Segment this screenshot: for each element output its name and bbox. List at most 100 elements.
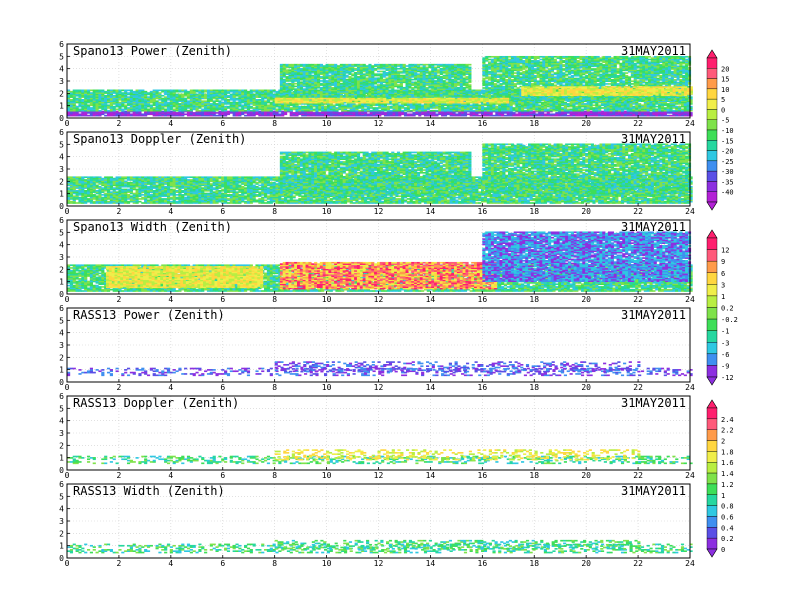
heatmap-cell xyxy=(113,90,116,92)
heatmap-cell xyxy=(127,96,130,98)
heatmap-cell xyxy=(104,95,107,97)
heatmap-cell xyxy=(170,111,173,113)
heatmap-cell xyxy=(107,104,110,106)
heatmap-cell xyxy=(107,110,110,112)
heatmap-cell xyxy=(161,111,164,113)
heatmap-cell xyxy=(96,90,99,92)
heatmap-cell xyxy=(127,107,130,109)
heatmap-cell xyxy=(73,90,76,92)
heatmap-cell xyxy=(104,91,107,93)
heatmap-cell xyxy=(478,115,481,117)
heatmap-cell xyxy=(116,109,119,111)
heatmap-cell xyxy=(98,110,101,112)
heatmap-cell xyxy=(116,111,119,113)
heatmap-cell xyxy=(318,112,321,114)
heatmap-cell xyxy=(124,104,127,106)
heatmap-cell xyxy=(338,112,341,114)
heatmap-cell xyxy=(590,111,593,113)
heatmap-cell xyxy=(273,111,276,113)
heatmap-cell xyxy=(78,109,81,111)
heatmap-cell xyxy=(535,113,538,115)
heatmap-cell xyxy=(404,112,407,114)
heatmap-cell xyxy=(512,112,515,114)
heatmap-cell xyxy=(90,90,93,92)
heatmap-cell xyxy=(384,112,387,114)
heatmap-cell xyxy=(78,90,81,92)
heatmap-cell xyxy=(584,111,587,113)
heatmap-cell xyxy=(258,111,261,113)
heatmap-cell xyxy=(121,109,124,111)
heatmap-cell xyxy=(113,95,116,97)
heatmap-cell xyxy=(121,92,124,94)
heatmap-cell xyxy=(101,111,104,113)
heatmap-cell xyxy=(110,90,113,92)
heatmap-cell xyxy=(293,112,296,114)
heatmap-cell xyxy=(76,106,79,108)
heatmap-cell xyxy=(98,90,101,92)
heatmap-cell xyxy=(121,90,124,92)
heatmap-cell xyxy=(116,90,119,92)
heatmap-cell xyxy=(70,91,73,93)
heatmap-cell xyxy=(90,107,93,109)
heatmap-cell xyxy=(455,113,458,115)
heatmap-cell xyxy=(367,113,370,115)
heatmap-cell xyxy=(176,112,179,114)
heatmap-cell xyxy=(407,113,410,115)
heatmap-cell xyxy=(104,115,107,117)
heatmap-cell xyxy=(124,90,127,92)
heatmap-cell xyxy=(227,111,230,113)
heatmap-cell xyxy=(84,90,87,92)
heatmap-cell xyxy=(87,104,90,106)
heatmap-cell xyxy=(669,115,672,117)
heatmap-cell xyxy=(281,111,284,113)
heatmap-cell xyxy=(550,113,553,115)
heatmap-cell xyxy=(218,111,221,113)
heatmap-cell xyxy=(76,90,79,92)
heatmap-cell xyxy=(184,113,187,115)
heatmap-cell xyxy=(427,111,430,113)
heatmap-cell xyxy=(492,115,495,117)
heatmap-cell xyxy=(467,113,470,115)
heatmap-cell xyxy=(667,115,670,117)
heatmap-cell xyxy=(410,113,413,115)
heatmap-cell xyxy=(127,92,130,94)
heatmap-cell xyxy=(118,112,121,114)
heatmap-cell xyxy=(601,111,604,113)
heatmap-cell xyxy=(552,113,555,115)
heatmap-cell xyxy=(87,115,90,117)
heatmap-cell xyxy=(78,113,81,115)
heatmap-cell xyxy=(130,113,133,115)
heatmap-cell xyxy=(278,113,281,115)
heatmap-cell xyxy=(81,90,84,92)
heatmap-cell xyxy=(127,90,130,92)
heatmap-cell xyxy=(193,112,196,114)
heatmap-cell xyxy=(624,111,627,113)
heatmap-cell xyxy=(567,115,570,117)
heatmap-cell xyxy=(555,112,558,114)
heatmap-cell xyxy=(70,99,73,101)
heatmap-cell xyxy=(215,115,218,117)
heatmap-cell xyxy=(76,98,79,100)
heatmap-cell xyxy=(544,113,547,115)
heatmap-cell xyxy=(118,102,121,104)
heatmap-cell xyxy=(93,90,96,92)
heatmap-cell xyxy=(90,92,93,94)
heatmap-cell xyxy=(650,112,653,114)
radar-profiler-figure: 0 2 4 6 8 10 12 14 16 18 20 22 240123456 Spano13 Powe… xyxy=(0,0,792,612)
heatmap-cell xyxy=(515,113,518,115)
heatmap-cell xyxy=(413,112,416,114)
heatmap-cell xyxy=(215,112,218,114)
heatmap-cell xyxy=(81,99,84,101)
heatmap-cell xyxy=(141,113,144,115)
heatmap-cell xyxy=(504,115,507,117)
heatmap-cell xyxy=(107,90,110,92)
heatmap-cell xyxy=(118,90,121,92)
heatmap-cell xyxy=(532,111,535,113)
heatmap-cell xyxy=(124,111,127,113)
heatmap-cell xyxy=(130,90,133,92)
heatmap-cell xyxy=(244,115,247,117)
heatmap-cell xyxy=(435,113,438,115)
heatmap-cell xyxy=(101,90,104,92)
heatmap-cell xyxy=(87,90,90,92)
heatmap-cell xyxy=(113,106,116,108)
